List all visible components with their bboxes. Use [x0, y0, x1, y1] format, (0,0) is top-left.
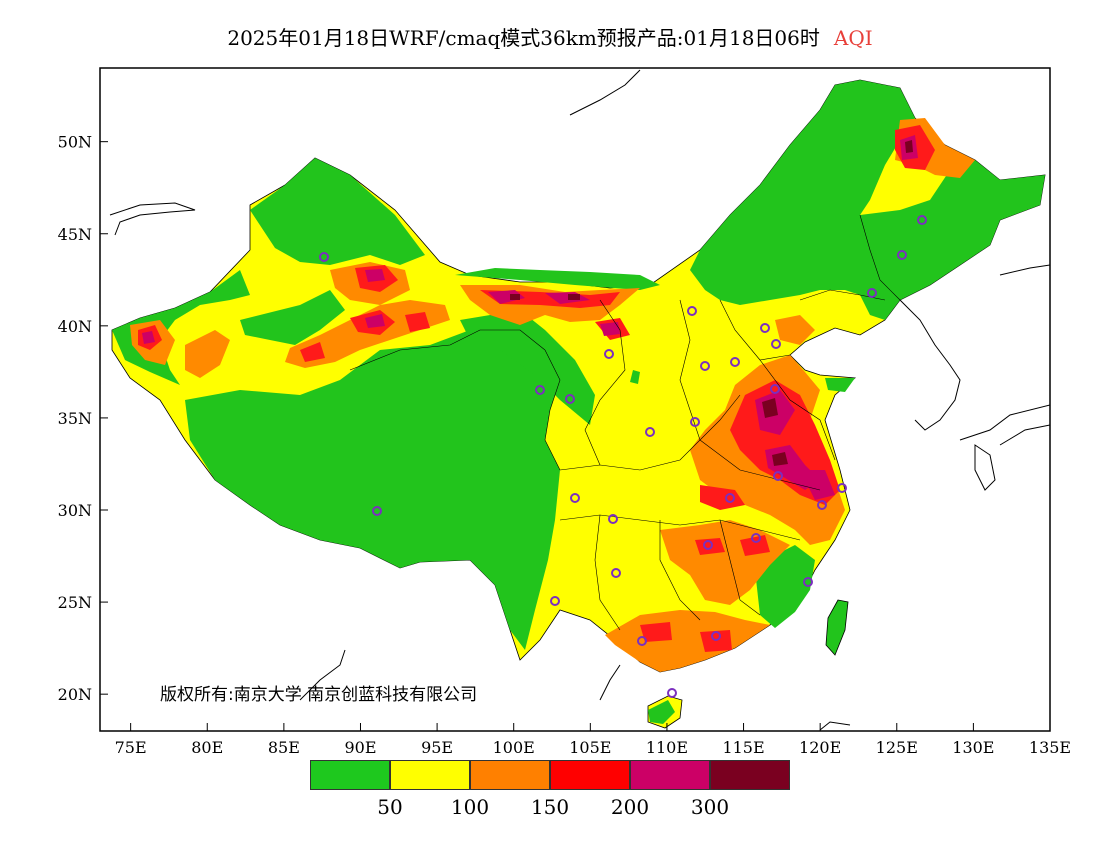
- legend-label: 100: [450, 795, 490, 819]
- lon-tick-label: 120E: [799, 738, 841, 757]
- lat-tick-label: 50N: [58, 133, 92, 152]
- lon-tick-label: 135E: [1029, 738, 1071, 757]
- legend-swatch: [710, 760, 790, 790]
- legend-swatch: [470, 760, 550, 790]
- legend-swatch: [310, 760, 390, 790]
- legend-label: 300: [690, 795, 730, 819]
- lat-tick-label: 30N: [58, 501, 92, 520]
- lat-tick-label: 20N: [58, 685, 92, 704]
- map-title: 2025年01月18日WRF/cmaq模式36km预报产品:01月18日06时 A…: [0, 22, 1100, 51]
- lon-tick-label: 100E: [493, 738, 535, 757]
- aqi-legend: [310, 760, 790, 792]
- lon-tick-label: 95E: [421, 738, 453, 757]
- copyright-text: 版权所有:南京大学 南京创蓝科技有限公司: [160, 685, 478, 705]
- legend-label: 50: [377, 795, 403, 819]
- taiwan-island: [825, 599, 849, 656]
- lon-tick-label: 130E: [952, 738, 994, 757]
- city-station-markers: [319, 215, 927, 698]
- lon-tick-label: 90E: [344, 738, 376, 757]
- legend-swatch: [630, 760, 710, 790]
- lat-tick-label: 35N: [58, 409, 92, 428]
- map-frame: [99, 67, 1051, 732]
- lon-tick-label: 110E: [646, 738, 688, 757]
- lon-tick-label: 85E: [268, 738, 300, 757]
- legend-swatch: [550, 760, 630, 790]
- longitude-axis: 75E 80E 85E 90E 95E 100E 105E 110E 115E 120E 125E 1…: [115, 723, 1071, 757]
- title-main: 2025年01月18日WRF/cmaq模式36km预报产品:01月18日06时: [227, 26, 820, 50]
- province-boundaries: [349, 214, 901, 631]
- title-variable: AQI: [833, 26, 873, 50]
- lon-tick-label: 125E: [876, 738, 918, 757]
- aqi-level-good: [112, 80, 1045, 724]
- latitude-axis: 20N 25N 30N 35N 40N 45N 50N: [58, 133, 108, 704]
- lat-tick-label: 45N: [58, 225, 92, 244]
- map-field: [109, 69, 1050, 731]
- aqi-level-severely-polluted: [510, 140, 913, 466]
- lon-tick-label: 105E: [569, 738, 611, 757]
- lon-tick-label: 75E: [115, 738, 147, 757]
- legend-swatch: [390, 760, 470, 790]
- lon-tick-label: 80E: [191, 738, 223, 757]
- lon-tick-label: 115E: [722, 738, 764, 757]
- lat-tick-label: 40N: [58, 317, 92, 336]
- coastlines: [109, 69, 1050, 731]
- legend-label: 150: [530, 795, 570, 819]
- legend-label: 200: [610, 795, 650, 819]
- lat-tick-label: 25N: [58, 593, 92, 612]
